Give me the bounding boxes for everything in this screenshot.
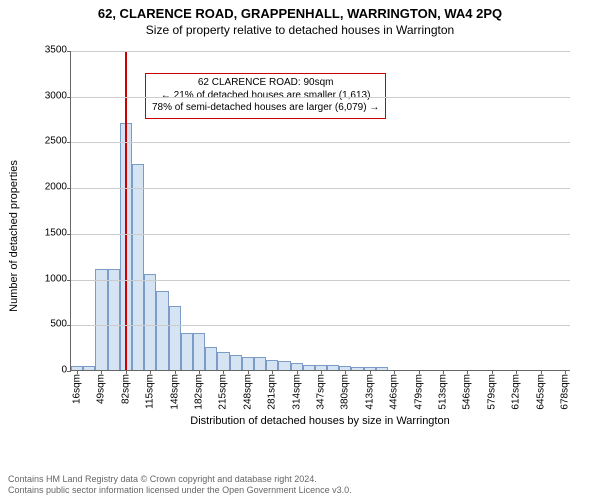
bar <box>230 355 242 370</box>
ytick-mark <box>67 97 71 98</box>
ytick-label: 3500 <box>45 45 67 56</box>
grid-line <box>71 325 570 326</box>
marker-line <box>125 51 127 370</box>
grid-line <box>71 97 570 98</box>
xtick-label: 678sqm <box>559 374 570 410</box>
bar <box>242 357 254 370</box>
xtick-label: 380sqm <box>340 374 351 410</box>
annotation-line1: 62 CLARENCE ROAD: 90sqm <box>152 77 379 90</box>
xtick-label: 446sqm <box>389 374 400 410</box>
ytick-label: 2000 <box>45 182 67 193</box>
bar <box>83 366 95 370</box>
ytick-label: 500 <box>50 319 67 330</box>
xtick-label: 281sqm <box>267 374 278 410</box>
xtick-label: 115sqm <box>145 374 156 409</box>
bar <box>254 357 266 370</box>
ytick-mark <box>67 371 71 372</box>
chart-title-sub: Size of property relative to detached ho… <box>146 23 454 37</box>
xtick-label: 248sqm <box>242 374 253 410</box>
plot-region: 62 CLARENCE ROAD: 90sqm ← 21% of detache… <box>70 51 570 371</box>
bar <box>132 164 144 370</box>
xtick-label: 479sqm <box>413 374 424 410</box>
xtick-label: 82sqm <box>120 374 131 404</box>
bar <box>303 365 315 370</box>
bar <box>144 274 156 370</box>
bar <box>108 269 120 370</box>
xtick-label: 148sqm <box>169 374 180 410</box>
ytick-mark <box>67 234 71 235</box>
grid-line <box>71 51 570 52</box>
xtick-label: 314sqm <box>291 374 302 410</box>
x-axis-label: Distribution of detached houses by size … <box>70 415 570 427</box>
bar <box>291 363 303 370</box>
ytick-mark <box>67 188 71 189</box>
bar <box>205 347 217 370</box>
bar <box>376 367 388 370</box>
bar <box>217 352 229 370</box>
ytick-mark <box>67 325 71 326</box>
xtick-label: 546sqm <box>462 374 473 410</box>
xtick-label: 513sqm <box>437 374 448 410</box>
bar <box>156 291 168 370</box>
ytick-label: 3000 <box>45 90 67 101</box>
chart-title-main: 62, CLARENCE ROAD, GRAPPENHALL, WARRINGT… <box>98 6 502 21</box>
bar <box>351 367 363 370</box>
grid-line <box>71 142 570 143</box>
ytick-mark <box>67 280 71 281</box>
grid-line <box>71 280 570 281</box>
xtick-label: 215sqm <box>218 374 229 410</box>
bar <box>95 269 107 370</box>
xtick-label: 413sqm <box>364 374 375 410</box>
bar <box>327 365 339 370</box>
bar <box>181 333 193 370</box>
chart-area: Number of detached properties 62 CLARENC… <box>20 41 580 431</box>
xtick-label: 645sqm <box>535 374 546 410</box>
xtick-label: 182sqm <box>194 374 205 410</box>
ytick-label: 1000 <box>45 273 67 284</box>
ytick-label: 1500 <box>45 227 67 238</box>
bar <box>278 361 290 370</box>
xtick-label: 347sqm <box>316 374 327 410</box>
bar <box>266 360 278 370</box>
ytick-label: 2500 <box>45 136 67 147</box>
grid-line <box>71 188 570 189</box>
bar <box>169 306 181 370</box>
grid-line <box>71 234 570 235</box>
footer: Contains HM Land Registry data © Crown c… <box>8 474 592 496</box>
bar <box>193 333 205 370</box>
xtick-label: 612sqm <box>511 374 522 410</box>
ytick-mark <box>67 51 71 52</box>
footer-line1: Contains HM Land Registry data © Crown c… <box>8 474 592 485</box>
footer-line2: Contains public sector information licen… <box>8 485 592 496</box>
ytick-mark <box>67 142 71 143</box>
xtick-label: 579sqm <box>486 374 497 410</box>
y-axis-label: Number of detached properties <box>8 160 20 312</box>
annotation-line3: 78% of semi-detached houses are larger (… <box>152 102 379 115</box>
xtick-label: 16sqm <box>72 374 83 404</box>
ytick-label: 0 <box>61 365 67 376</box>
xtick-label: 49sqm <box>96 374 107 404</box>
